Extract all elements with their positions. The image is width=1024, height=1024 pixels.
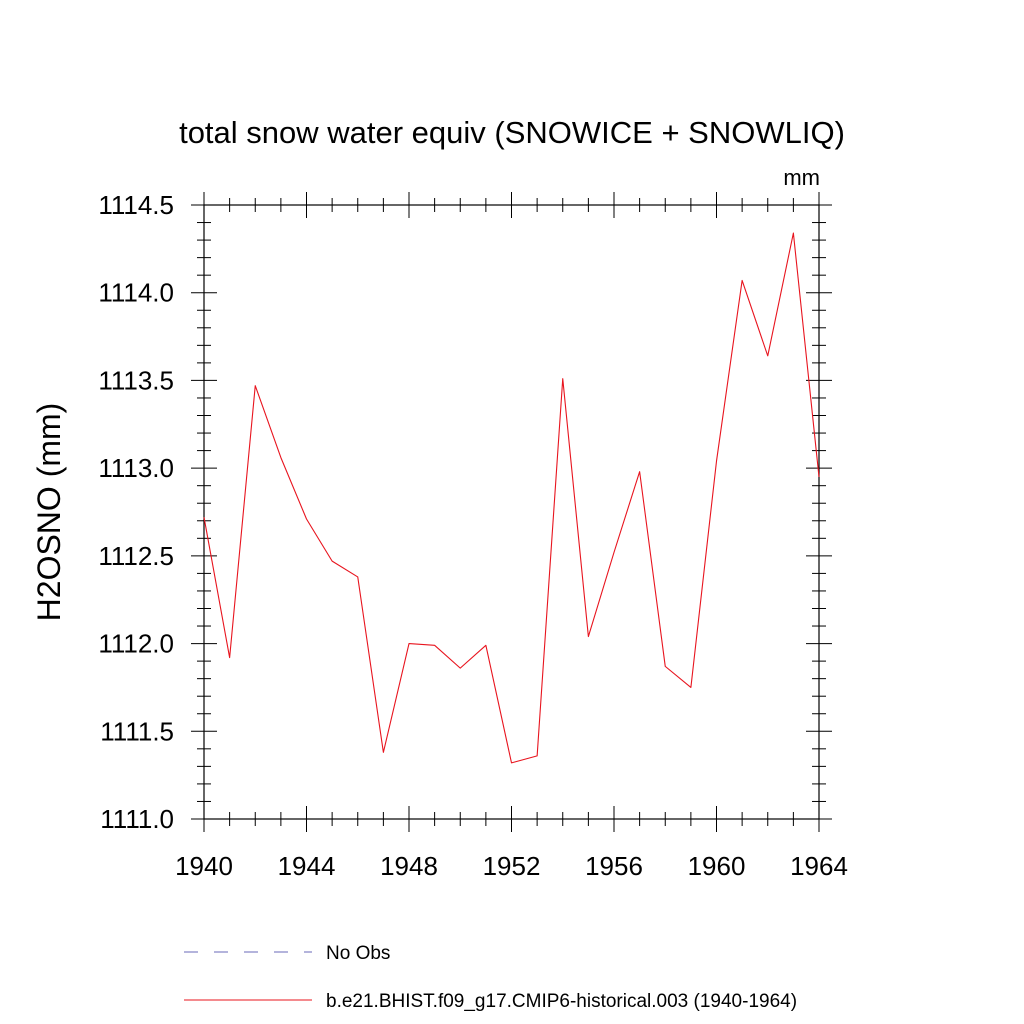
x-tick-label: 1964: [790, 851, 848, 881]
plot-area-frame: [203, 204, 820, 820]
y-tick-label: 1113.5: [98, 365, 174, 395]
y-tick-label: 1114.5: [98, 190, 174, 220]
axis-tick-labels: 1940 1944 1948 1952 1956 1960 1964 1111.0 1111.5…: [98, 190, 848, 881]
x-tick-label: 1948: [380, 851, 438, 881]
axis-ticks: [191, 192, 832, 832]
y-tick-label: 1111.0: [100, 804, 174, 834]
chart-title: total snow water equiv (SNOWICE + SNOWLI…: [179, 115, 845, 150]
units-label: mm: [783, 165, 820, 190]
legend-label: b.e21.BHIST.f09_g17.CMIP6-historical.003…: [326, 991, 797, 1012]
y-tick-label: 1114.0: [98, 278, 174, 308]
series-line: [203, 232, 820, 764]
y-tick-label: 1112.0: [98, 629, 174, 659]
y-tick-label: 1112.5: [98, 541, 174, 571]
x-tick-label: 1952: [483, 851, 541, 881]
x-tick-label: 1956: [585, 851, 643, 881]
legend-label: No Obs: [326, 943, 390, 964]
y-axis-label: H2OSNO (mm): [31, 403, 67, 622]
x-tick-label: 1960: [688, 851, 746, 881]
legend: No Obs b.e21.BHIST.f09_g17.CMIP6-historic…: [184, 943, 797, 1012]
y-tick-label: 1113.0: [98, 453, 174, 483]
y-tick-label: 1111.5: [100, 716, 174, 746]
x-tick-label: 1940: [175, 851, 233, 881]
x-tick-label: 1944: [278, 851, 336, 881]
data-series: [203, 232, 820, 764]
